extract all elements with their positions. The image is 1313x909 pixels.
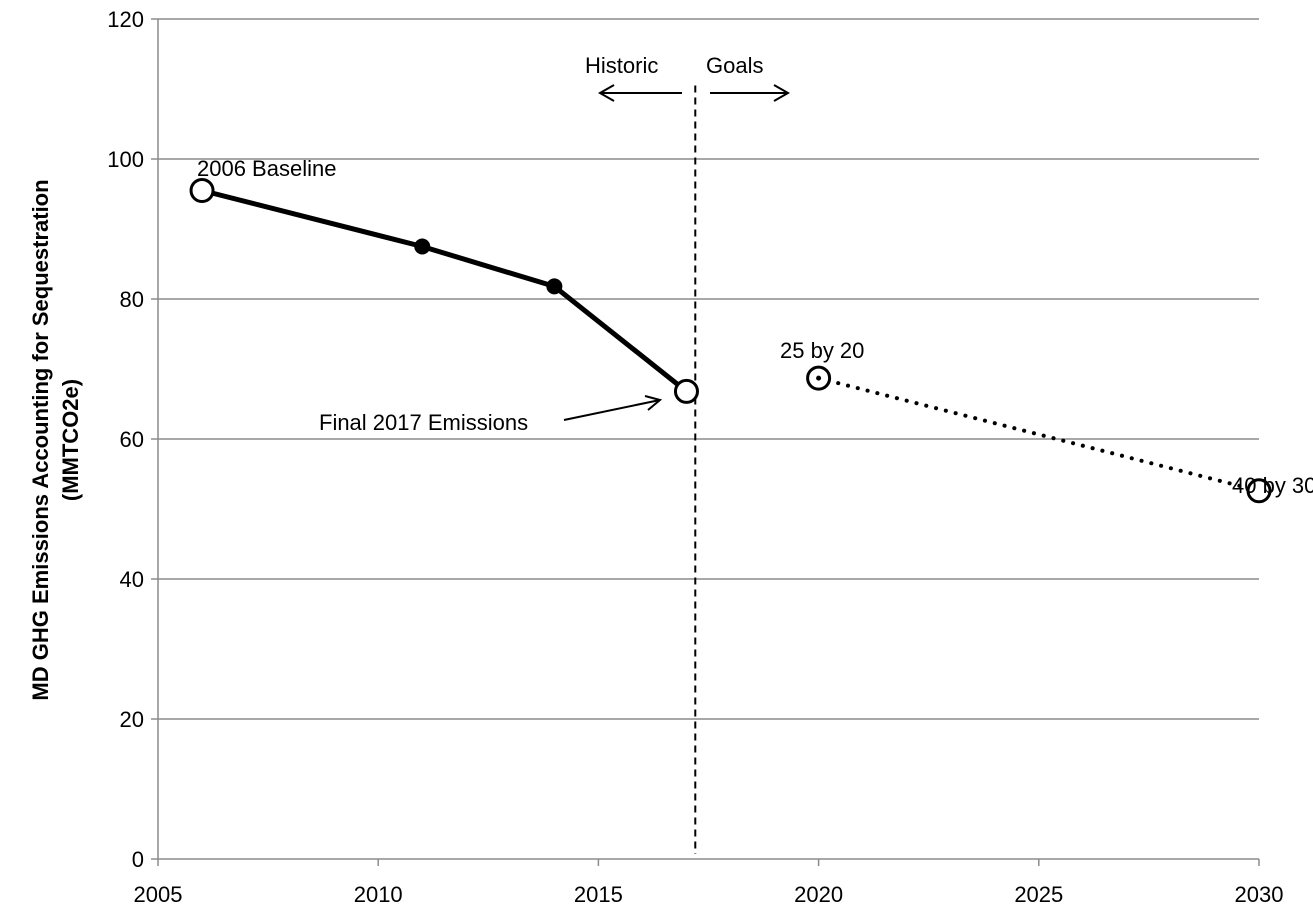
baseline-annotation: 2006 Baseline xyxy=(197,156,336,181)
tick-labels: 0 20 40 60 80 100 120 2005 2010 2015 2020 2025 2030 xyxy=(107,7,1283,907)
data-point-center-2020 xyxy=(816,375,822,381)
final-2017-arrow xyxy=(563,395,663,421)
y-tick-label: 80 xyxy=(120,287,144,312)
historic-label: Historic xyxy=(585,53,658,78)
x-tick-label: 2030 xyxy=(1235,882,1284,907)
final-2017-annotation: Final 2017 Emissions xyxy=(319,410,528,435)
data-point-2011 xyxy=(414,238,431,255)
data-point-2014 xyxy=(546,278,563,295)
y-tick-label: 20 xyxy=(120,707,144,732)
goal-series-line xyxy=(816,376,1261,493)
goal-2020-annotation: 25 by 20 xyxy=(780,338,864,363)
goals-arrow xyxy=(710,84,791,102)
y-tick-label: 0 xyxy=(132,847,144,872)
x-tick-label: 2005 xyxy=(134,882,183,907)
y-axis-label: MD GHG Emissions Accounting for Sequestr… xyxy=(28,179,83,700)
goal-2030-annotation: 40 by 30 xyxy=(1232,473,1313,498)
x-tick-label: 2025 xyxy=(1014,882,1063,907)
axes xyxy=(151,18,1260,866)
y-tick-label: 100 xyxy=(107,147,144,172)
data-point-2006 xyxy=(189,178,215,203)
grid-lines xyxy=(158,18,1259,720)
data-point-2030 xyxy=(1246,478,1272,504)
x-tick-label: 2010 xyxy=(354,882,403,907)
y-tick-label: 60 xyxy=(120,427,144,452)
y-tick-label: 40 xyxy=(120,567,144,592)
goals-label: Goals xyxy=(706,53,763,78)
historic-arrow xyxy=(597,84,682,102)
y-axis-label-line1: MD GHG Emissions Accounting for Sequestr… xyxy=(28,179,53,700)
y-axis-label-line2: (MMTCO2e) xyxy=(58,379,83,501)
y-tick-label: 120 xyxy=(107,7,144,32)
series xyxy=(189,85,1272,854)
annotations: 2006 Baseline Final 2017 Emissions 25 by… xyxy=(197,53,1313,498)
data-point-2017 xyxy=(673,378,699,404)
historic-series-line xyxy=(201,188,689,394)
x-tick-label: 2015 xyxy=(574,882,623,907)
x-tick-label: 2020 xyxy=(794,882,843,907)
